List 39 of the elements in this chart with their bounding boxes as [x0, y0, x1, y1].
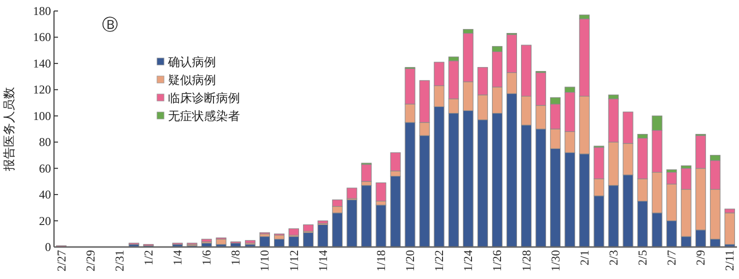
x-tick-label: 2/5 [636, 250, 650, 266]
x-tick-label: 1/26 [490, 250, 504, 272]
x-tick-label: 1/18 [374, 250, 388, 272]
legend-label: 临床诊断病例 [168, 91, 240, 105]
x-tick-label: 1/2 [141, 250, 156, 266]
y-tick-label: 100 [33, 108, 51, 123]
x-tick-label: 1/30 [548, 250, 562, 272]
y-tick-label: 180 [33, 4, 51, 18]
legend-label: 确认病例 [167, 55, 216, 69]
y-axis-title: 报告医务人员数 [2, 87, 16, 172]
x-tick-label: 2/3 [606, 250, 620, 266]
y-tick-label: 120 [33, 82, 51, 97]
x-tick-label: 1/20 [403, 250, 418, 272]
x-tick-label: 1/22 [432, 250, 446, 272]
x-tick-label: 2/11 [722, 250, 737, 271]
y-tick-label: 60 [39, 161, 51, 176]
x-tick-label: 1/28 [519, 250, 534, 272]
x-tick-label: 1/24 [461, 250, 476, 272]
x-tick-label: 1/14 [316, 250, 330, 272]
legend-label: 无症状感染者 [168, 109, 240, 123]
y-tick-label: 140 [33, 56, 51, 70]
y-tick-label: 20 [39, 214, 51, 228]
x-tick-label: 1/8 [228, 250, 243, 266]
y-tick-label: 40 [39, 188, 51, 202]
x-tick-label: 2/7 [664, 250, 679, 266]
y-tick-label: 160 [33, 30, 51, 44]
x-tick-label: 1/12 [286, 250, 301, 272]
x-tick-label: 2/27 [54, 250, 68, 272]
x-tick-label: 2/9 [694, 250, 708, 266]
x-tick-label: 2/1 [577, 250, 592, 266]
x-tick-label: 1/6 [200, 250, 214, 266]
x-tick-label: 2/31 [112, 250, 126, 272]
x-tick-label: 1/4 [170, 250, 185, 266]
y-tick-label: 0 [45, 240, 51, 254]
x-tick-label: 2/29 [83, 250, 98, 272]
y-tick-label: 80 [39, 135, 51, 150]
x-tick-label: 1/10 [258, 250, 272, 272]
legend-label: 疑似病例 [168, 73, 216, 87]
annotation: Ⓑ [102, 16, 118, 34]
